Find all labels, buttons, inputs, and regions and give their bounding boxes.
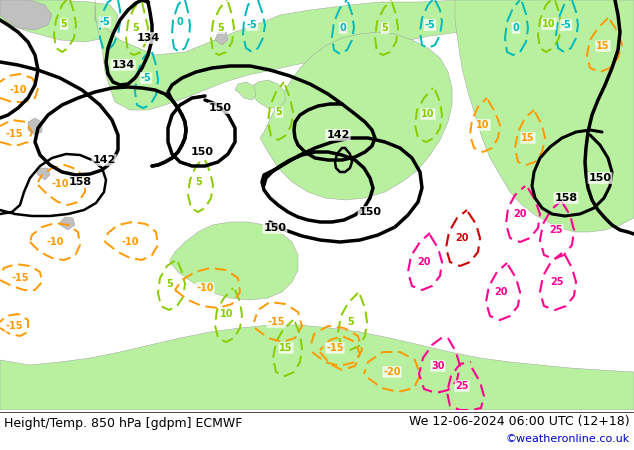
Text: -15: -15 <box>5 129 23 139</box>
Text: 15: 15 <box>596 41 610 51</box>
Text: 20: 20 <box>417 257 430 267</box>
Text: -5: -5 <box>247 20 257 30</box>
Text: 142: 142 <box>327 130 350 140</box>
Text: -5: -5 <box>425 20 436 30</box>
Text: 10: 10 <box>220 309 234 319</box>
Text: -10: -10 <box>10 85 27 95</box>
Polygon shape <box>170 222 298 300</box>
Text: 20: 20 <box>514 209 527 219</box>
Polygon shape <box>60 217 75 230</box>
Text: 134: 134 <box>136 33 160 43</box>
Text: 0: 0 <box>513 23 519 33</box>
Polygon shape <box>0 325 634 410</box>
Text: -10: -10 <box>121 237 139 247</box>
Text: 30: 30 <box>431 361 444 371</box>
Text: ©weatheronline.co.uk: ©weatheronline.co.uk <box>506 434 630 444</box>
Text: 25: 25 <box>549 225 563 235</box>
Text: 5: 5 <box>217 23 224 33</box>
Text: 5: 5 <box>133 23 139 33</box>
Text: 5: 5 <box>196 177 202 187</box>
Polygon shape <box>95 0 634 110</box>
Text: 5: 5 <box>347 317 354 327</box>
Text: 10: 10 <box>542 19 556 29</box>
Text: -5: -5 <box>560 20 571 30</box>
Text: -10: -10 <box>46 237 64 247</box>
Text: -15: -15 <box>268 317 285 327</box>
Text: 150: 150 <box>358 207 382 217</box>
Text: -10: -10 <box>51 179 68 189</box>
Text: -10: -10 <box>197 283 214 293</box>
Polygon shape <box>215 32 228 45</box>
Text: We 12-06-2024 06:00 UTC (12+18): We 12-06-2024 06:00 UTC (12+18) <box>410 415 630 428</box>
Text: -20: -20 <box>383 367 401 377</box>
Text: -5: -5 <box>100 17 110 27</box>
Text: 5: 5 <box>382 23 389 33</box>
Text: 142: 142 <box>93 155 115 165</box>
Text: 0: 0 <box>177 17 183 27</box>
Text: 10: 10 <box>421 109 435 119</box>
Polygon shape <box>0 0 118 42</box>
Polygon shape <box>0 0 52 30</box>
Text: 25: 25 <box>455 381 469 391</box>
Text: 0: 0 <box>340 23 346 33</box>
Text: 150: 150 <box>209 103 231 113</box>
Text: 5: 5 <box>167 279 173 289</box>
Text: 150: 150 <box>190 147 214 157</box>
Text: 10: 10 <box>476 120 489 130</box>
Text: 158: 158 <box>68 177 91 187</box>
Text: 25: 25 <box>550 277 564 287</box>
Text: 134: 134 <box>112 60 134 70</box>
Text: 158: 158 <box>555 193 578 203</box>
Text: 150: 150 <box>264 223 287 233</box>
Text: -15: -15 <box>5 321 23 331</box>
Text: Height/Temp. 850 hPa [gdpm] ECMWF: Height/Temp. 850 hPa [gdpm] ECMWF <box>4 418 242 431</box>
Text: 15: 15 <box>279 343 293 353</box>
Polygon shape <box>260 32 452 200</box>
Text: 150: 150 <box>588 173 612 183</box>
Polygon shape <box>250 80 285 108</box>
Polygon shape <box>36 168 50 180</box>
Text: -15: -15 <box>11 273 29 283</box>
Polygon shape <box>455 0 634 232</box>
Text: 5: 5 <box>61 19 67 29</box>
Text: -15: -15 <box>327 343 344 353</box>
Text: 15: 15 <box>521 133 534 143</box>
Polygon shape <box>28 118 42 135</box>
Text: 5: 5 <box>276 107 282 117</box>
Text: 20: 20 <box>455 233 469 243</box>
Text: -5: -5 <box>141 73 152 83</box>
Polygon shape <box>235 82 256 100</box>
Text: 20: 20 <box>495 287 508 297</box>
